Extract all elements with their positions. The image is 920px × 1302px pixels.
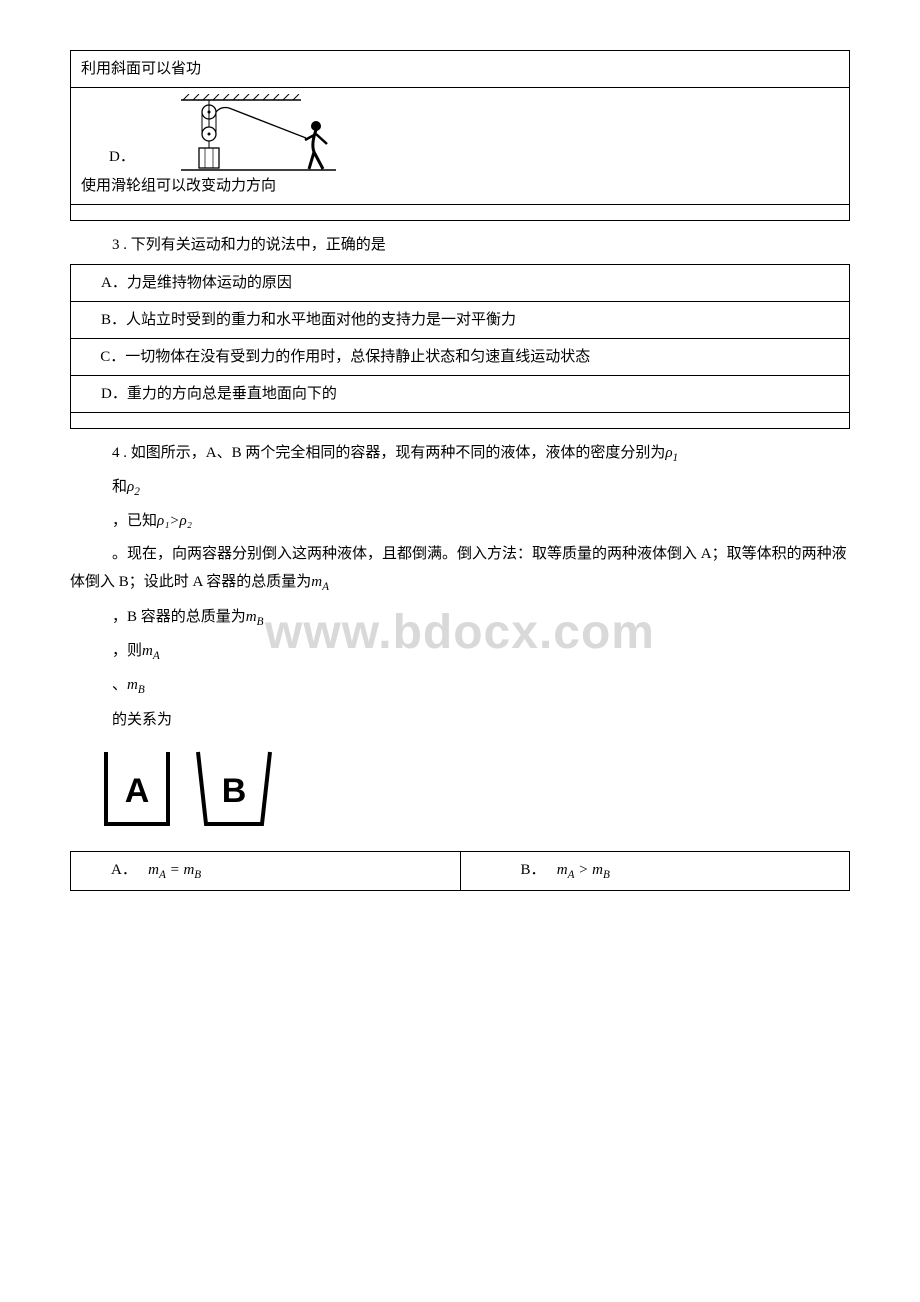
q2-option-d-label: D．	[109, 145, 135, 169]
pulley-diagram-icon	[171, 94, 341, 172]
q2-row-incline: 利用斜面可以省功	[71, 51, 850, 88]
q4-stem-line2: 和ρ2	[70, 473, 850, 503]
q3-empty-row	[71, 412, 850, 428]
q2-empty-row	[71, 205, 850, 221]
q4-stem-line6: ，则mA	[70, 637, 850, 667]
q4-stem-line8: 的关系为	[70, 706, 850, 735]
q4-stem-line3: ，已知ρ₁>ρ₂	[70, 507, 850, 536]
q4-stem-line4: 。现在，向两容器分别倒入这两种液体，且都倒满。倒入方法：取等质量的两种液体倒入 …	[70, 540, 850, 599]
q2-options-table: 利用斜面可以省功 D．	[70, 50, 850, 221]
q4-options-table: A． mA = mB B． mA > mB	[70, 851, 850, 891]
q4-stem-line1: 4 . 如图所示，A、B 两个完全相同的容器，现有两种不同的液体，液体的密度分别…	[70, 439, 850, 469]
svg-text:A: A	[125, 772, 150, 810]
q4-stem-line7: 、mB	[70, 671, 850, 701]
q2-row-pulley: D．	[71, 88, 850, 205]
q3-stem: 3 . 下列有关运动和力的说法中，正确的是	[70, 231, 850, 260]
q4-option-a: A． mA = mB	[71, 852, 461, 891]
q3-option-a: A．力是维持物体运动的原因	[71, 264, 850, 301]
svg-text:B: B	[222, 772, 247, 810]
container-diagram-icon: A B	[94, 746, 294, 834]
q3-option-b: B．人站立时受到的重力和水平地面对他的支持力是一对平衡力	[71, 301, 850, 338]
q4-option-b: B． mA > mB	[460, 852, 850, 891]
q3-option-c: C．一切物体在没有受到力的作用时，总保持静止状态和匀速直线运动状态	[71, 338, 850, 375]
q2-option-d-text: 使用滑轮组可以改变动力方向	[81, 174, 839, 198]
q4-stem-line5: ，B 容器的总质量为mB	[70, 603, 850, 633]
q3-option-d: D．重力的方向总是垂直地面向下的	[71, 375, 850, 412]
q3-options-table: A．力是维持物体运动的原因 B．人站立时受到的重力和水平地面对他的支持力是一对平…	[70, 264, 850, 429]
